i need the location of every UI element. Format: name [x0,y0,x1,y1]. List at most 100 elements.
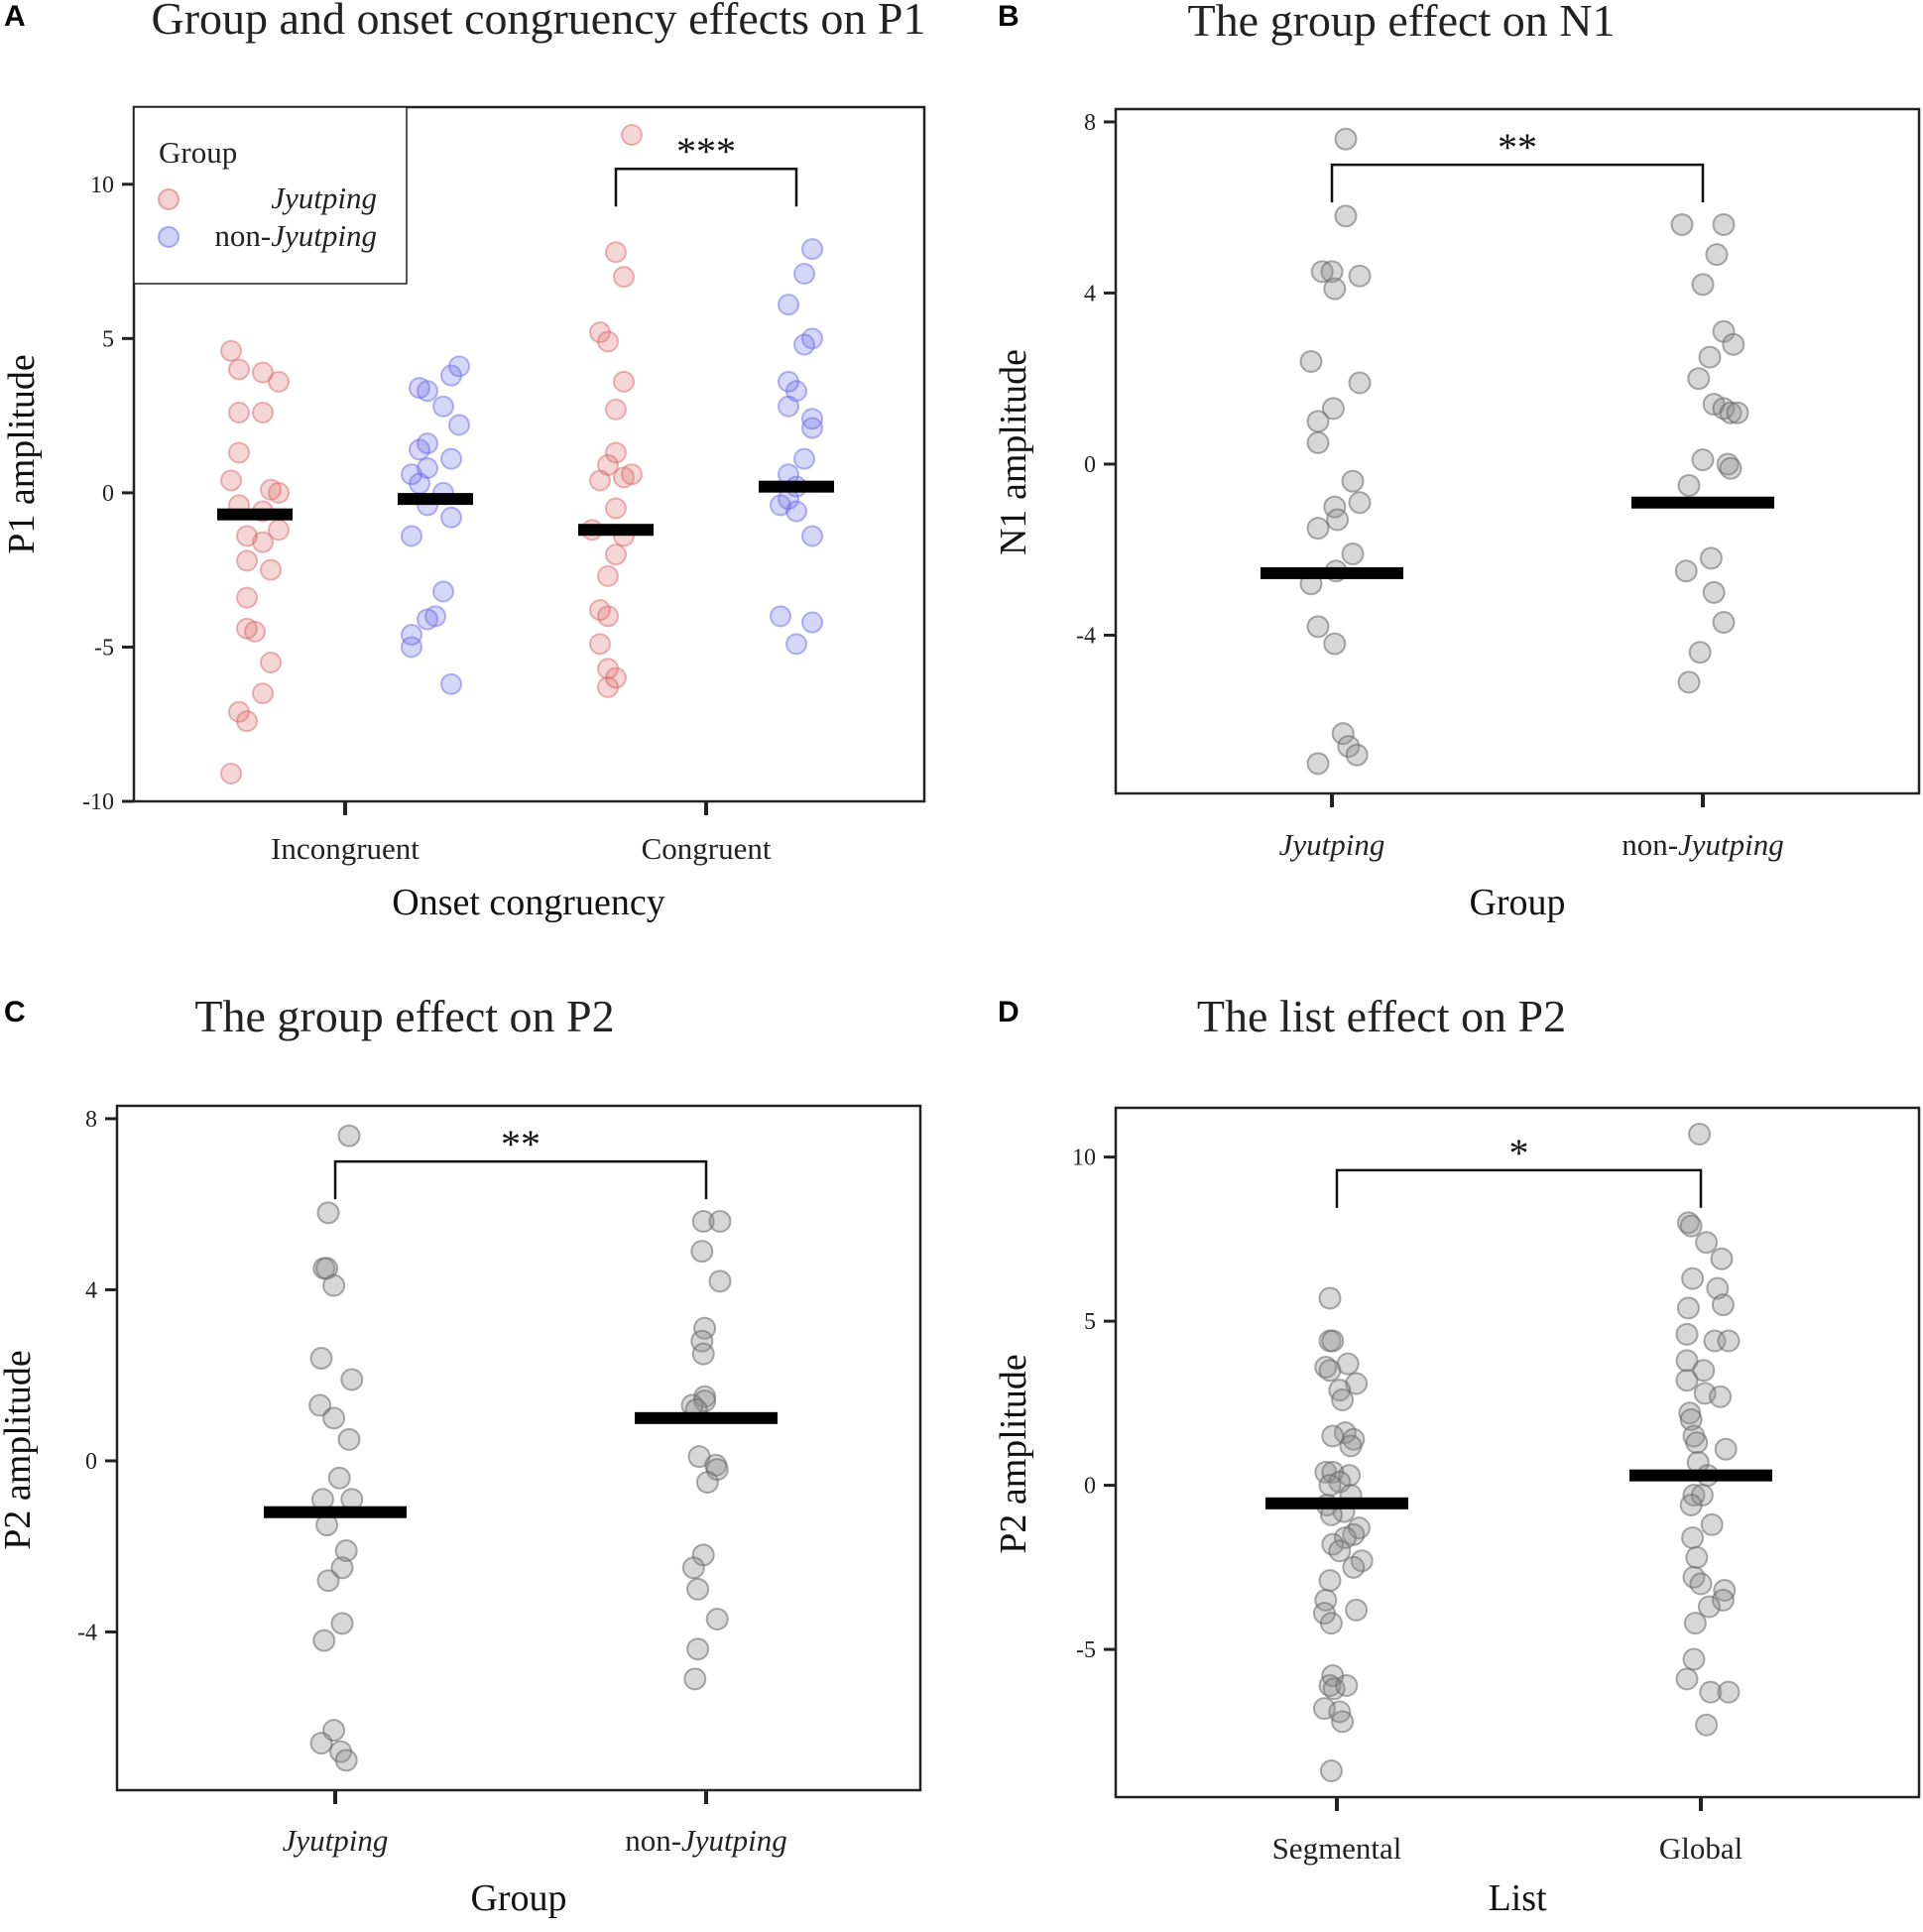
data-point [1320,260,1344,284]
data-point [605,398,627,421]
panel-c-frame [115,1104,922,1792]
data-point [268,370,290,393]
data-point [330,1612,354,1635]
mean-bar [1629,1469,1772,1482]
data-point [220,763,242,785]
data-point [1345,1372,1369,1395]
data-point [440,364,462,387]
data-point [1699,546,1723,570]
data-point [1333,1526,1357,1550]
data-point [1679,1493,1703,1516]
data-point [260,652,282,673]
panel-c-marks: ** [264,1122,778,1772]
data-point [252,402,274,423]
data-point [1342,1555,1366,1579]
data-point [778,395,799,418]
panel-letter-c: C [4,996,26,1028]
data-point [340,1368,364,1391]
data-point [1348,264,1372,288]
panel-a-title: Group and onset congruency effects on P1 [152,0,926,44]
panel-d-ytick-label: 10 [1072,1146,1096,1171]
data-point [309,1346,333,1370]
data-point [417,380,438,403]
data-point [440,447,462,470]
data-point [220,339,242,362]
panel-b-marks: ** [1261,125,1774,776]
data-point [1328,1539,1352,1563]
data-point [621,124,643,146]
data-point [316,1201,340,1225]
data-point [1318,1474,1342,1498]
data-point [801,611,823,634]
data-point [268,481,290,504]
data-point [1700,1512,1724,1536]
data-point [1321,1329,1345,1353]
data-point [1348,491,1372,515]
data-point [312,1629,336,1652]
data-point [708,1269,732,1293]
data-point [448,414,470,436]
data-point [1676,1211,1700,1235]
data-point [236,525,258,547]
data-point [337,1124,361,1147]
mean-bar [759,480,834,493]
data-point [1675,1349,1699,1373]
data-point [1697,1595,1721,1619]
mean-bar [264,1506,407,1518]
xtick-text: Congruent [642,831,772,866]
data-point [228,441,250,464]
data-point [1687,367,1711,391]
panel-d-marks: * [1265,1122,1772,1783]
xtick-text: Jyutping [283,1823,389,1858]
mean-bar [635,1411,778,1424]
panel-c-xlabel: Group [470,1877,566,1919]
panel-b-ytick-label: 0 [1084,452,1096,478]
data-point [1695,1231,1719,1255]
legend-title: Group [159,135,237,170]
data-point [605,543,627,566]
data-point [334,1539,358,1562]
data-point [1691,448,1715,472]
significance-bracket [614,167,798,207]
data-point [228,402,250,423]
data-point [1702,580,1726,604]
panel-a: Group and onset congruency effects on P1… [1,0,925,923]
data-point [1726,401,1749,424]
data-point [1717,1680,1741,1704]
data-point [1677,670,1701,694]
data-point [334,1749,358,1772]
panel-b-title: The group effect on N1 [1188,0,1616,46]
mean-bar [217,508,293,521]
data-point [1722,332,1745,356]
data-point [1676,1296,1700,1320]
panel-a-ytick-label: -5 [94,635,114,661]
data-point [401,525,422,547]
data-point [1326,508,1350,532]
data-point [327,1466,351,1490]
panel-d-ytick-label: 5 [1084,1309,1096,1335]
panel-d-ytick-label: -5 [1076,1637,1096,1663]
significance-bracket [333,1159,708,1200]
panel-c-xtick-label: non-Jyutping [625,1823,787,1858]
xtick-prefix: non- [625,1823,681,1858]
data-point [1692,1359,1716,1383]
data-point [691,1209,715,1233]
data-point [1719,456,1743,480]
data-point [1306,517,1330,541]
panel-b-ylabel: N1 amplitude [993,349,1034,555]
panel-a-axis: 10 5 0 -5 -10 Incongruent Congruent [82,173,772,866]
xtick-text: Segmental [1272,1831,1402,1866]
panel-d-xlabel: List [1488,1877,1547,1919]
data-point [1306,430,1330,454]
data-point [683,1667,707,1691]
panel-d-xtick-label: Segmental [1272,1831,1402,1866]
panel-a-marks: *** [217,124,834,785]
data-point [708,1209,732,1233]
panel-a-xlabel: Onset congruency [392,882,664,923]
data-point [613,466,635,489]
data-point [589,633,611,656]
xtick-prefix: non- [1622,827,1678,862]
